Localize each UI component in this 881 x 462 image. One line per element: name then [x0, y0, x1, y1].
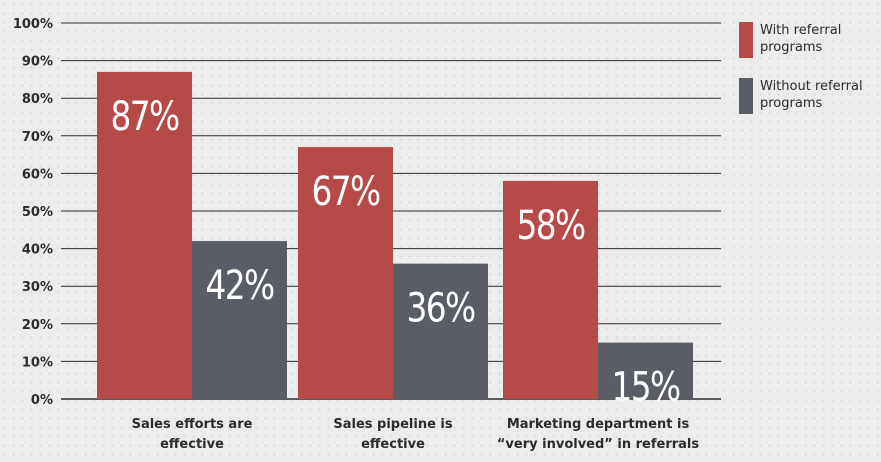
y-tick-label: 90%	[22, 55, 53, 70]
legend-item-without-referral: Without referral programs	[739, 78, 879, 114]
legend-swatch-with-referral	[739, 22, 753, 58]
data-label: 87%	[111, 93, 179, 140]
y-tick-label: 0%	[31, 393, 53, 408]
x-tick-label: Sales efforts are	[132, 417, 253, 432]
bar-without-referral	[598, 342, 693, 399]
data-label: 36%	[407, 284, 475, 331]
x-tick-label: Marketing department is	[507, 417, 690, 432]
x-axis-categories: Sales efforts are effective Sales pipeline…	[132, 417, 700, 452]
legend-item-with-referral: With referral programs	[739, 22, 879, 58]
x-tick-label: Sales pipeline is	[333, 417, 453, 432]
y-tick-label: 20%	[22, 318, 53, 333]
bar-without-referral	[393, 263, 488, 399]
x-tick-label: effective	[361, 437, 425, 452]
data-label: 15%	[612, 363, 680, 410]
y-tick-label: 50%	[22, 205, 53, 220]
legend-label-without-referral: Without referral programs	[760, 79, 863, 111]
bar-with-referral	[503, 180, 598, 399]
value-labels: 87% 67% 58% 42% 36% 15%	[111, 93, 682, 411]
y-tick-label: 40%	[22, 243, 53, 258]
legend: With referral programs Without referral …	[739, 22, 879, 134]
data-label: 67%	[312, 168, 380, 215]
x-tick-label: effective	[160, 437, 224, 452]
y-tick-label: 60%	[22, 167, 53, 182]
y-tick-label: 80%	[22, 92, 53, 107]
data-label: 42%	[206, 262, 274, 309]
legend-swatch-without-referral	[739, 78, 753, 114]
y-tick-label: 30%	[22, 280, 53, 295]
bar-with-referral	[97, 71, 192, 399]
x-tick-label: “very involved” in referrals	[497, 437, 699, 452]
y-tick-label: 10%	[22, 355, 53, 370]
y-tick-label: 100%	[13, 17, 53, 32]
bars	[97, 71, 693, 399]
y-axis-ticks: 0% 10% 20% 30% 40% 50% 60% 70% 80% 90% 100%	[13, 17, 53, 408]
legend-label-with-referral: With referral programs	[760, 23, 842, 55]
data-label: 58%	[517, 202, 585, 249]
bar-with-referral	[298, 147, 393, 399]
y-tick-label: 70%	[22, 130, 53, 145]
bar-without-referral	[192, 241, 287, 399]
